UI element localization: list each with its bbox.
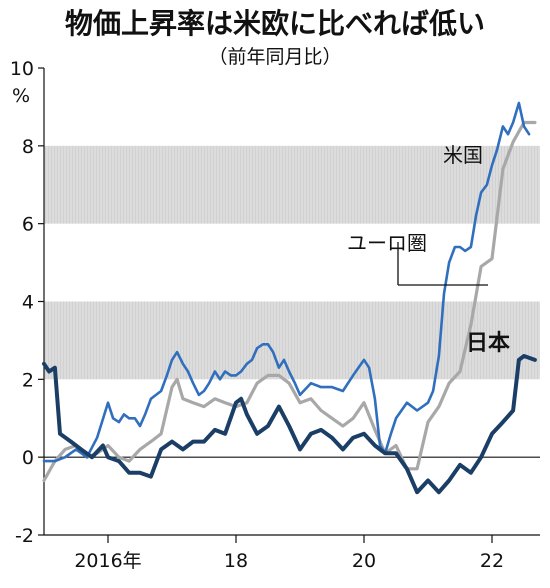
x-tick-label: 2016年 — [74, 550, 141, 572]
series-lines — [42, 101, 537, 495]
chart-title: 物価上昇率は米欧に比べれば低い — [64, 7, 485, 40]
y-tick-label: 0 — [22, 447, 34, 469]
chart-subtitle: （前年同月比） — [208, 46, 342, 68]
y-tick-label: 2 — [22, 369, 34, 391]
series-label-us: 米国 — [443, 143, 483, 167]
x-axis: 2016年 18 20 22 — [74, 535, 504, 572]
y-tick-label: 8 — [22, 136, 34, 158]
y-tick-label: 6 — [22, 214, 34, 236]
series-label-euro: ユーロ圏 — [347, 231, 427, 255]
y-tick-label: 4 — [22, 292, 34, 314]
series-line-japan — [42, 354, 537, 495]
x-tick-label: 22 — [480, 550, 504, 572]
shaded-bands — [44, 145, 540, 380]
y-axis: -2 0 2 4 6 8 10 — [10, 58, 44, 547]
y-axis-unit-label: % — [12, 85, 30, 107]
y-tick-label: -2 — [15, 525, 34, 547]
y-tick-label: 10 — [10, 58, 34, 80]
series-line-euro — [42, 120, 537, 483]
x-tick-label: 20 — [352, 550, 376, 572]
series-label-japan: 日本 — [466, 331, 510, 356]
x-tick-label: 18 — [224, 550, 248, 572]
shaded-band-0 — [44, 301, 540, 380]
series-line-us — [42, 101, 531, 463]
shaded-band-1 — [44, 145, 540, 224]
